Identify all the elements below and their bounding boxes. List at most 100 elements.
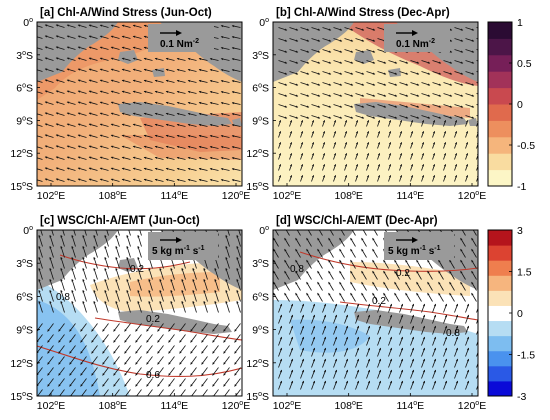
- vector-arrow: [399, 93, 409, 97]
- vector-arrow: [146, 323, 153, 332]
- vector-arrow: [289, 325, 294, 335]
- vector-arrow: [88, 24, 98, 28]
- vector-arrow: [132, 145, 142, 149]
- lat-tick-label: 12oS: [10, 148, 33, 160]
- vector-arrow: [192, 267, 197, 280]
- vector-arrow: [225, 256, 230, 269]
- vector-arrow: [220, 123, 230, 127]
- vector-arrow: [388, 82, 398, 86]
- panel-a: [a] Chl-A/Wind Stress (Jun-Oct) 0.1 Nm-2: [36, 7, 243, 187]
- vector-arrow: [231, 36, 241, 39]
- vector-arrow: [300, 60, 310, 64]
- vector-arrow: [132, 24, 142, 28]
- colorbar-swatch: [488, 275, 512, 291]
- vector-arrow: [300, 325, 305, 335]
- vector-arrow: [355, 38, 365, 42]
- panel-b-sumatra: [273, 22, 354, 82]
- vector-arrow: [238, 230, 241, 236]
- vector-arrow: [60, 300, 65, 313]
- vector-arrow: [66, 123, 76, 127]
- vector-arrow: [231, 179, 241, 182]
- vector-arrow: [165, 123, 175, 127]
- vector-arrow: [333, 175, 337, 182]
- vector-arrow: [355, 71, 365, 75]
- vector-arrow: [201, 323, 208, 332]
- vector-arrow: [58, 345, 65, 354]
- vector-arrow: [377, 93, 387, 97]
- vector-arrow: [273, 237, 279, 247]
- colorbar-swatch: [488, 22, 512, 39]
- vector-arrow: [311, 303, 316, 313]
- vector-arrow: [454, 380, 459, 390]
- vector-arrow: [443, 336, 448, 346]
- vector-arrow: [399, 82, 409, 86]
- vector-arrow: [187, 123, 197, 127]
- vector-arrow: [44, 101, 54, 105]
- vector-arrow: [176, 68, 186, 72]
- vector-arrow: [399, 71, 409, 75]
- vector-arrow: [333, 131, 337, 138]
- vector-arrow: [300, 369, 305, 379]
- vector-arrow: [300, 71, 310, 75]
- panel-c-reference-vector: 5 kg m-1 s-1: [148, 232, 218, 260]
- vector-arrow: [421, 336, 426, 346]
- vector-arrow: [311, 175, 315, 182]
- vector-arrow: [300, 49, 310, 53]
- vector-arrow: [344, 71, 354, 75]
- vector-arrow: [410, 325, 415, 335]
- vector-arrow: [227, 230, 230, 236]
- vector-arrow: [93, 234, 98, 247]
- vector-arrow: [278, 27, 288, 31]
- vector-arrow: [472, 230, 477, 236]
- colorbar-tick-label: -1.5: [517, 350, 535, 362]
- vector-arrow: [300, 93, 310, 97]
- svg-text:5 kg m-1 s-1: 5 kg m-1 s-1: [388, 245, 441, 257]
- vector-arrow: [300, 120, 304, 127]
- vector-arrow: [278, 336, 283, 346]
- vector-arrow: [71, 267, 76, 280]
- vector-arrow: [399, 164, 403, 171]
- vector-arrow: [110, 46, 120, 50]
- lat-tick-label: 6oS: [252, 291, 269, 303]
- lat-tick-label: 12oS: [10, 358, 33, 370]
- vector-arrow: [427, 281, 433, 291]
- vector-arrow: [176, 134, 186, 138]
- vector-arrow: [344, 153, 348, 160]
- vector-arrow: [438, 292, 444, 302]
- panel-a-belitung: [152, 68, 165, 77]
- panel-b-reference-vector: 0.1 Nm-2: [384, 24, 450, 52]
- vector-arrow: [209, 145, 219, 149]
- vector-arrow: [388, 60, 398, 64]
- vector-arrow: [176, 90, 186, 94]
- vector-arrow: [154, 134, 164, 138]
- vector-arrow: [388, 347, 393, 357]
- vector-arrow: [289, 93, 299, 97]
- vector-arrow: [289, 369, 294, 379]
- colorbar-tick-label: 3: [517, 225, 523, 237]
- vector-arrow: [99, 90, 109, 94]
- vector-arrow: [69, 345, 76, 354]
- vector-arrow: [220, 112, 230, 116]
- vector-arrow: [110, 145, 120, 149]
- panel-a-reference-vector: 0.1 Nm-2: [148, 24, 214, 52]
- vector-arrow: [71, 278, 76, 291]
- vector-arrow: [465, 38, 475, 42]
- vector-arrow: [66, 134, 76, 138]
- vector-arrow: [93, 289, 98, 302]
- vector-arrow: [322, 120, 326, 127]
- vector-arrow: [102, 323, 109, 332]
- vector-arrow: [333, 38, 343, 42]
- vector-arrow: [443, 380, 448, 390]
- vector-arrow: [124, 345, 131, 354]
- vector-arrow: [432, 71, 442, 75]
- vector-arrow: [311, 131, 315, 138]
- vector-arrow: [278, 347, 283, 357]
- vector-arrow: [137, 278, 142, 291]
- vector-arrow: [77, 134, 87, 138]
- panel-c-contour-0.6: [37, 345, 242, 378]
- vector-arrow: [137, 234, 142, 247]
- vector-arrow: [55, 35, 65, 39]
- vector-arrow: [132, 134, 142, 138]
- vector-arrow: [146, 345, 153, 354]
- vector-arrow: [366, 336, 371, 346]
